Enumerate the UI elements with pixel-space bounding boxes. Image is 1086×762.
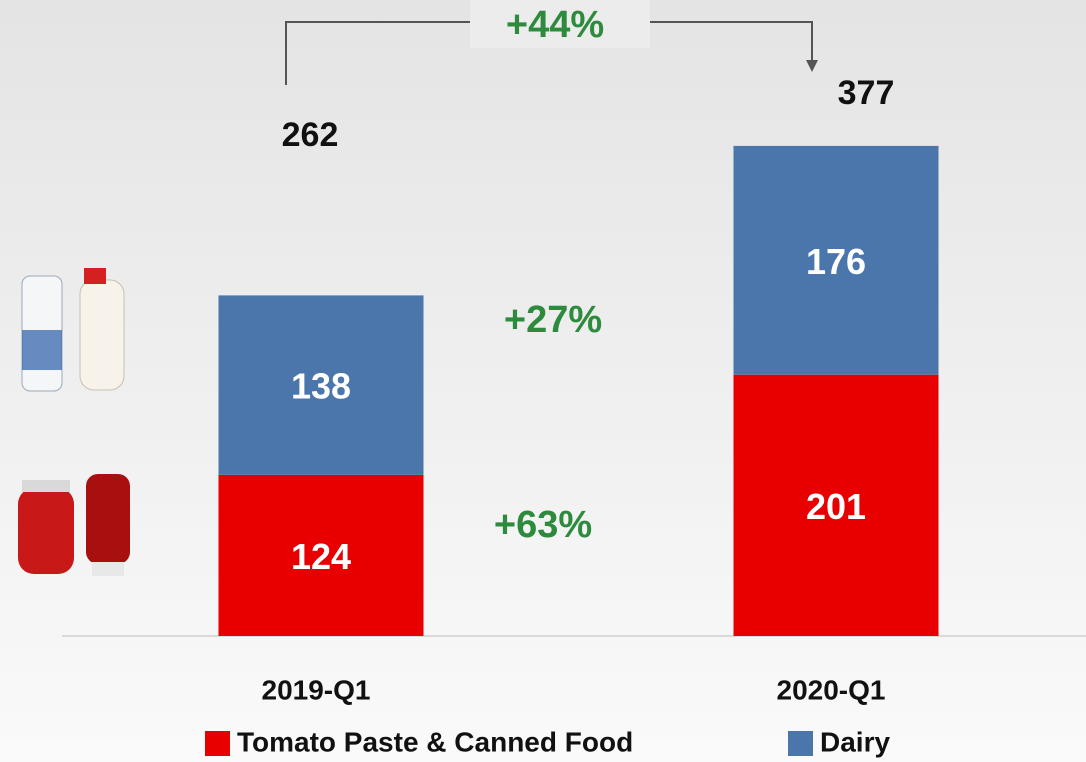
- dairy-products: [21, 268, 125, 392]
- legend-swatch: [205, 731, 230, 756]
- legend-label: Dairy: [820, 726, 890, 757]
- tomato-growth: +63%: [494, 504, 592, 546]
- total-growth: +44%: [506, 4, 604, 46]
- bar-segment: [218, 295, 424, 475]
- x-tick-label: 2019-Q1: [262, 674, 371, 705]
- bar-segment: [218, 474, 424, 636]
- x-tick-label: 2020-Q1: [777, 674, 886, 705]
- legend-label: Tomato Paste & Canned Food: [237, 726, 633, 757]
- bar-segment: [733, 374, 939, 636]
- segment-label: 124: [291, 536, 351, 577]
- legend-swatch: [788, 731, 813, 756]
- segment-label: 138: [291, 366, 351, 407]
- total-label: 377: [838, 74, 895, 112]
- tomato-products: [18, 474, 130, 576]
- bar-segment: [733, 145, 939, 375]
- total-label: 262: [282, 116, 339, 154]
- segment-label: 201: [806, 486, 866, 527]
- dairy-growth: +27%: [504, 299, 602, 341]
- segment-label: 176: [806, 241, 866, 282]
- growth-bracket: [285, 0, 818, 85]
